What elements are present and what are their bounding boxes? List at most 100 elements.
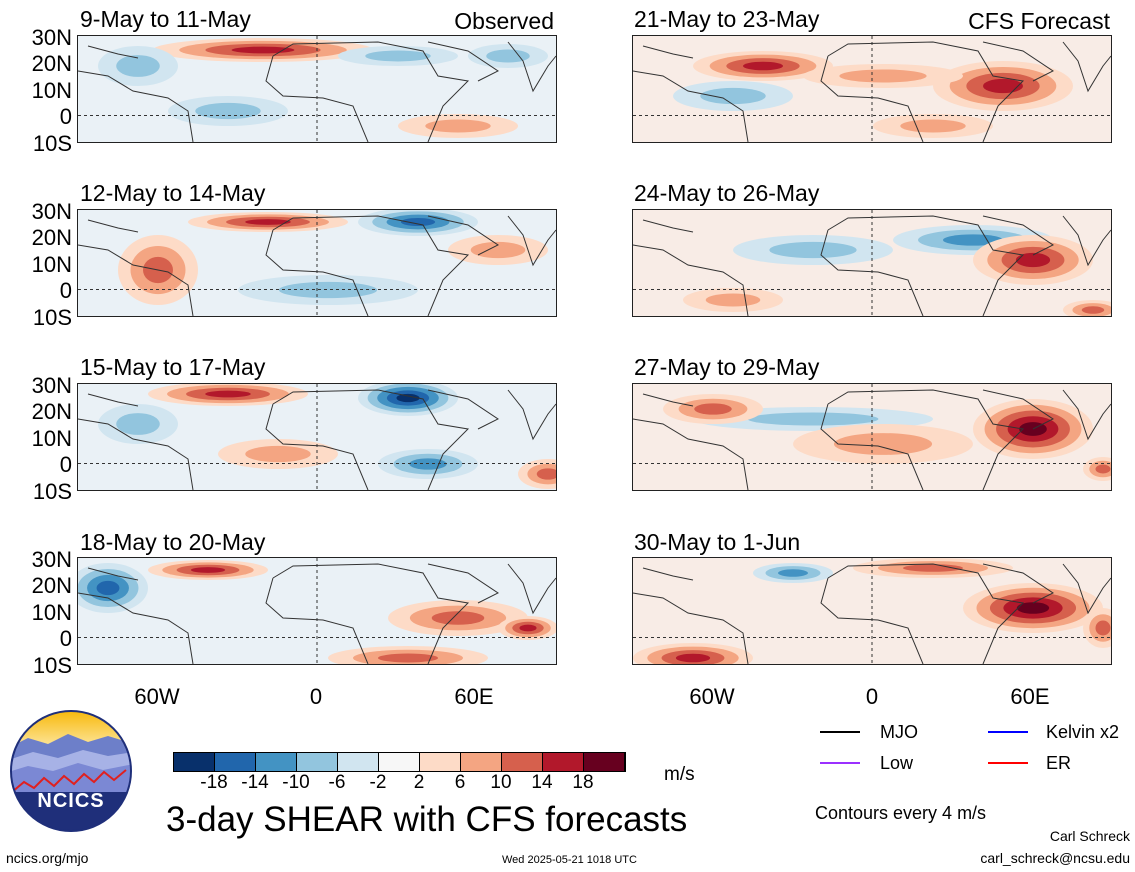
shear-contour (278, 281, 378, 299)
shear-contour (245, 445, 311, 463)
observed-label: Observed (454, 8, 554, 34)
colorbar-tick-label: -2 (369, 772, 387, 793)
shear-contour (943, 234, 1003, 246)
legend-kelvin-line (988, 731, 1028, 733)
panel-title-1: 9-May to 11-May (80, 6, 251, 32)
coastline (78, 45, 194, 142)
coastline (265, 563, 470, 664)
lat-label: 30N (31, 373, 72, 398)
coastline (427, 389, 556, 441)
colorbar-swatch (256, 753, 297, 771)
shear-contour (778, 569, 808, 577)
colorbar-swatch (502, 753, 543, 771)
footer-url: ncics.org/mjo (6, 850, 89, 866)
map-panel-9-may (77, 35, 557, 143)
colorbar-swatch (338, 753, 379, 771)
shear-field (633, 210, 1111, 316)
colorbar-tick-label: 18 (572, 772, 594, 793)
lat-label: 10S (32, 305, 72, 330)
shear-contour (378, 653, 438, 663)
legend-er-line (988, 762, 1028, 764)
footer-timestamp: Wed 2025-05-21 1018 UTC (502, 854, 637, 866)
shear-contour (700, 87, 766, 105)
shear-field (78, 384, 556, 490)
colorbar-tick-label: -14 (241, 772, 269, 793)
colorbar-units: m/s (664, 764, 695, 785)
coastline (633, 219, 749, 316)
coastline (78, 219, 194, 316)
legend-low-line (820, 762, 860, 764)
coastline (982, 41, 1111, 93)
shear-contour (190, 567, 226, 573)
coastline (265, 215, 470, 316)
colorbar-swatch (420, 753, 461, 771)
shear-contour (365, 50, 431, 62)
coastline (982, 389, 1111, 441)
colorbar-swatch (543, 753, 584, 771)
lat-label: 20N (31, 399, 72, 424)
shear-contour (116, 413, 160, 435)
shear-contour (1016, 602, 1050, 614)
shear-field (78, 558, 556, 664)
shear-contour (983, 78, 1023, 94)
lon-label: 60E (1010, 684, 1050, 709)
panel-title-5: 21-May to 23-May (634, 6, 820, 32)
lon-label: 0 (865, 684, 879, 709)
shear-contour (747, 412, 879, 426)
shear-contour (1095, 464, 1111, 474)
shear-contour (431, 611, 485, 625)
coastline (78, 567, 194, 664)
coastline (820, 41, 1025, 142)
map-panel-15-may (77, 383, 557, 491)
shear-contour (694, 403, 732, 415)
map-panel-30-may (632, 557, 1112, 665)
colorbar-swatch (379, 753, 420, 771)
shear-contour (116, 55, 160, 77)
lon-label: 60W (689, 684, 735, 709)
shear-contour (536, 468, 556, 480)
lat-label: 10S (32, 479, 72, 504)
logo-text: NCICS (37, 790, 105, 812)
coastline (633, 45, 749, 142)
shear-contour (425, 119, 491, 133)
lat-label: 30N (31, 547, 72, 572)
cfs-forecast-label: CFS Forecast (968, 8, 1110, 34)
coastline (427, 563, 556, 615)
panel-title-7: 27-May to 29-May (634, 354, 820, 380)
coastline (427, 41, 556, 93)
main-title: 3-day SHEAR with CFS forecasts (166, 800, 688, 839)
shear-contour (400, 218, 436, 226)
panel-title-3: 15-May to 17-May (80, 354, 266, 380)
shear-contour (205, 390, 251, 398)
lat-label: 10S (32, 131, 72, 156)
colorbar-tick-label: 6 (454, 772, 466, 793)
colorbar-tick-label: -18 (200, 772, 228, 793)
shear-contour (900, 119, 966, 133)
lat-label: 10N (31, 426, 72, 451)
lat-label: 10N (31, 600, 72, 625)
lat-label: 30N (31, 199, 72, 224)
shear-contour (96, 580, 120, 596)
footer-author: Carl Schreck (1049, 828, 1130, 844)
footer-email: carl_schreck@ncsu.edu (980, 850, 1130, 866)
coastline (633, 393, 749, 490)
coastline (427, 215, 556, 267)
coastline (982, 215, 1111, 267)
coastline (633, 567, 749, 664)
colorbar-tick-label: -6 (328, 772, 346, 793)
shear-contour (743, 61, 783, 71)
lat-label: 0 (59, 626, 72, 651)
colorbar-swatch (215, 753, 256, 771)
shear-contour (1081, 306, 1105, 314)
lat-label: 10S (32, 653, 72, 678)
panel-title-2: 12-May to 14-May (80, 180, 266, 206)
lon-label: 60E (454, 684, 494, 709)
lat-label: 0 (59, 104, 72, 129)
lat-label: 0 (59, 452, 72, 477)
coastline (820, 215, 1025, 316)
lat-label: 10N (31, 78, 72, 103)
shear-contour (903, 564, 963, 572)
lon-label: 60W (134, 684, 180, 709)
map-panel-27-may (632, 383, 1112, 491)
lat-label: 30N (31, 25, 72, 50)
